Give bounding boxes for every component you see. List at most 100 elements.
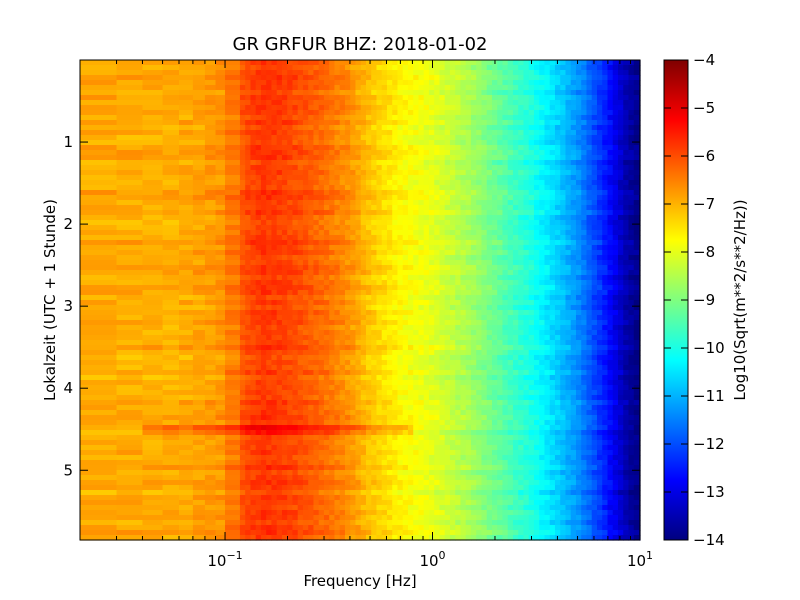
heatmap-cell	[596, 130, 603, 136]
heatmap-cell	[386, 340, 393, 346]
heatmap-cell	[402, 85, 409, 91]
heatmap-cell	[491, 205, 498, 211]
heatmap-cell	[371, 330, 378, 336]
heatmap-cell	[360, 185, 367, 191]
heatmap-cell	[428, 100, 435, 106]
heatmap-cell	[423, 275, 430, 281]
heatmap-cell	[386, 265, 393, 271]
heatmap-cell	[266, 210, 273, 216]
heatmap-cell	[575, 75, 582, 81]
heatmap-cell	[386, 260, 393, 266]
heatmap-cell	[528, 295, 535, 301]
heatmap-cell	[318, 160, 325, 166]
heatmap-cell	[329, 110, 336, 116]
heatmap-cell	[507, 205, 514, 211]
heatmap-cell	[554, 335, 561, 341]
heatmap-cell	[449, 285, 456, 291]
heatmap-cell	[297, 165, 304, 171]
heatmap-cell	[281, 280, 288, 286]
heatmap-cell	[245, 150, 252, 156]
heatmap-cell	[381, 90, 388, 96]
heatmap-cell	[204, 285, 217, 291]
heatmap-cell	[617, 320, 624, 326]
heatmap-cell	[539, 240, 546, 246]
heatmap-cell	[365, 265, 372, 271]
heatmap-cell	[486, 130, 493, 136]
heatmap-cell	[539, 180, 546, 186]
heatmap-cell	[225, 300, 241, 306]
heatmap-cell	[215, 190, 226, 196]
heatmap-cell	[455, 210, 462, 216]
heatmap-cell	[407, 325, 414, 331]
heatmap-cell	[428, 190, 435, 196]
heatmap-cell	[575, 115, 582, 121]
heatmap-cell	[413, 145, 420, 151]
heatmap-cell	[554, 265, 561, 271]
heatmap-cell	[602, 95, 609, 101]
heatmap-cell	[350, 335, 357, 341]
heatmap-cell	[162, 115, 180, 121]
heatmap-cell	[308, 270, 315, 276]
heatmap-cell	[586, 300, 593, 306]
heatmap-cell	[339, 200, 346, 206]
heatmap-cell	[533, 210, 540, 216]
heatmap-cell	[612, 100, 619, 106]
heatmap-cell	[591, 340, 598, 346]
heatmap-cell	[287, 75, 294, 81]
heatmap-cell	[460, 245, 467, 251]
heatmap-cell	[287, 190, 294, 196]
heatmap-cell	[444, 140, 451, 146]
heatmap-cell	[266, 340, 273, 346]
heatmap-cell	[518, 285, 525, 291]
heatmap-cell	[225, 255, 241, 261]
heatmap-cell	[586, 180, 593, 186]
heatmap-cell	[554, 280, 561, 286]
heatmap-cell	[518, 215, 525, 221]
heatmap-cell	[355, 200, 362, 206]
heatmap-cell	[381, 295, 388, 301]
heatmap-cell	[318, 255, 325, 261]
heatmap-cell	[355, 270, 362, 276]
heatmap-cell	[381, 75, 388, 81]
heatmap-cell	[481, 170, 488, 176]
heatmap-cell	[162, 260, 180, 266]
heatmap-cell	[570, 85, 577, 91]
heatmap-cell	[116, 330, 144, 336]
heatmap-cell	[617, 335, 624, 341]
heatmap-cell	[470, 215, 477, 221]
heatmap-cell	[313, 285, 320, 291]
heatmap-cell	[162, 285, 180, 291]
heatmap-cell	[575, 65, 582, 71]
heatmap-cell	[239, 130, 246, 136]
heatmap-cell	[397, 225, 404, 231]
heatmap-cell	[539, 185, 546, 191]
heatmap-cell	[308, 320, 315, 326]
heatmap-cell	[339, 175, 346, 181]
heatmap-cell	[465, 155, 472, 161]
heatmap-cell	[533, 290, 540, 296]
heatmap-cell	[444, 175, 451, 181]
heatmap-cell	[455, 185, 462, 191]
heatmap-cell	[612, 215, 619, 221]
heatmap-cell	[423, 335, 430, 341]
heatmap-cell	[560, 335, 567, 341]
heatmap-cell	[612, 130, 619, 136]
heatmap-cell	[575, 195, 582, 201]
heatmap-cell	[565, 285, 572, 291]
heatmap-cell	[292, 200, 299, 206]
heatmap-cell	[276, 250, 283, 256]
heatmap-cell	[418, 90, 425, 96]
heatmap-cell	[407, 235, 414, 241]
heatmap-cell	[507, 200, 514, 206]
heatmap-cell	[192, 150, 206, 156]
heatmap-cell	[413, 250, 420, 256]
heatmap-cell	[162, 300, 180, 306]
heatmap-cell	[80, 215, 118, 221]
heatmap-cell	[239, 250, 246, 256]
heatmap-cell	[192, 255, 206, 261]
heatmap-cell	[476, 305, 483, 311]
heatmap-cell	[402, 310, 409, 316]
heatmap-cell	[549, 310, 556, 316]
heatmap-cell	[287, 130, 294, 136]
heatmap-cell	[281, 155, 288, 161]
